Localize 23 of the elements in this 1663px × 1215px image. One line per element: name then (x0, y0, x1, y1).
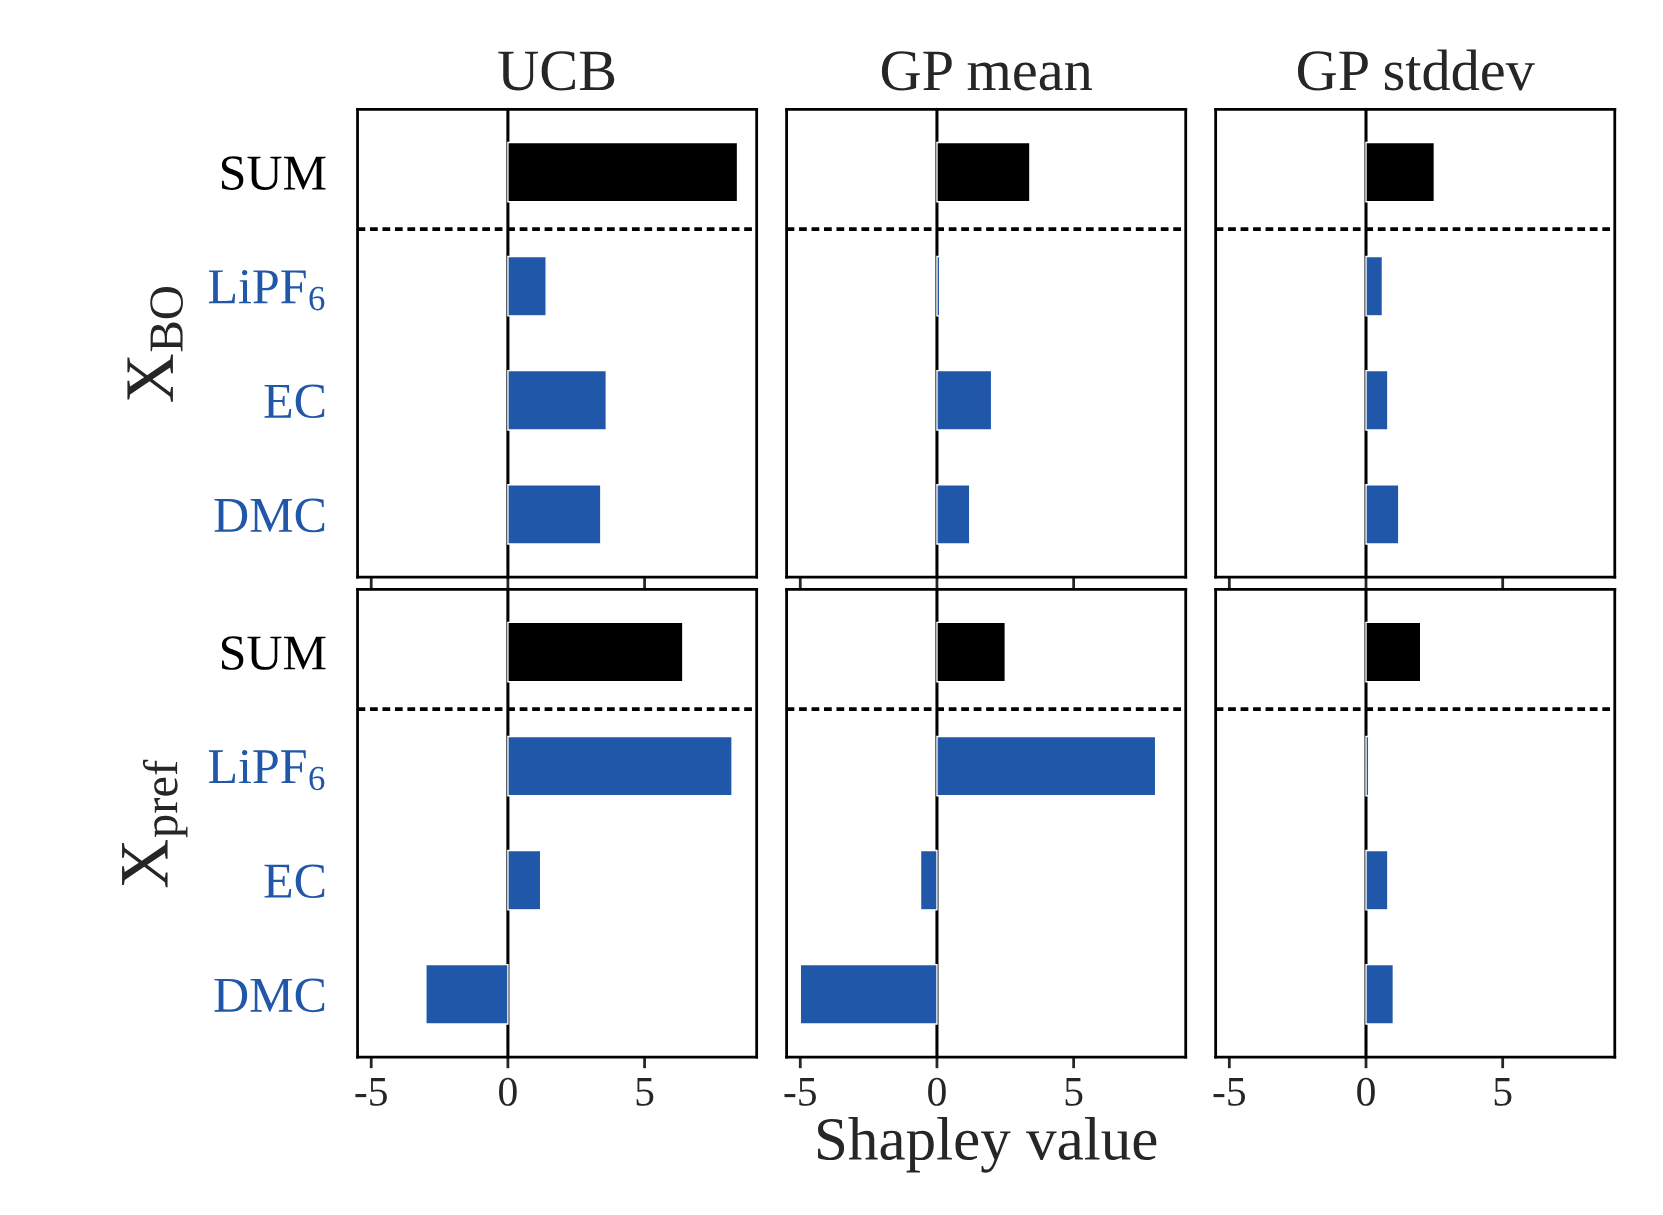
y-axis-title: X$_{pref}$ (122, 759, 188, 888)
chart-title: GP stddev (1297, 49, 1535, 91)
y-tick-label: LiPF$_{6}$ (208, 270, 325, 311)
x-tick-label: -5 (355, 1078, 387, 1106)
chart-title: GP mean (881, 51, 1092, 91)
y-tick-label: SUM (221, 636, 326, 670)
y-tick-label: SUM (221, 156, 326, 190)
x-axis-title: Shapley value (817, 1117, 1157, 1173)
y-tick-label: DMC (214, 498, 325, 533)
x-tick-label: 5 (1494, 1078, 1512, 1106)
x-tick-label: 5 (636, 1078, 654, 1106)
y-tick-label: EC (264, 864, 325, 899)
x-tick-label: 0 (1357, 1077, 1375, 1106)
x-tick-label: 0 (928, 1077, 946, 1106)
y-axis-title: X$_{BO}$ (127, 287, 183, 402)
x-tick-label: 5 (1065, 1078, 1083, 1106)
x-tick-label: -5 (1213, 1078, 1246, 1106)
chart-title: UCB (498, 51, 615, 91)
y-tick-label: EC (264, 384, 325, 419)
y-tick-label: DMC (214, 978, 325, 1013)
x-tick-label: 0 (499, 1077, 517, 1106)
y-tick-label: LiPF$_{6}$ (208, 749, 325, 791)
x-tick-label: -5 (784, 1078, 816, 1106)
